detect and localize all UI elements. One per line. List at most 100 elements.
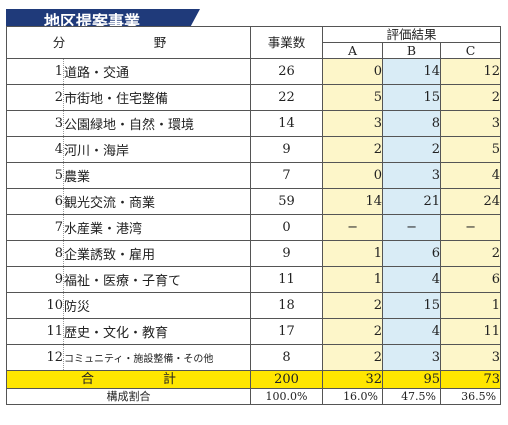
row-count: 0 [250,214,324,241]
row-eval-c: 6 [440,266,502,293]
row-count: 9 [250,136,324,163]
row-eval-b: 4 [382,266,442,293]
row-number: 7 [6,214,64,241]
table-row: 3 公園緑地・自然・環境 14 3 8 3 [6,110,502,137]
row-eval-c: 5 [440,136,502,163]
table-row: 5 農業 7 0 3 4 [6,162,502,189]
row-eval-c: − [440,214,502,241]
row-number: 2 [6,84,64,111]
ratio-count: 100.0% [250,388,324,405]
ratio-eval-b: 47.5% [382,388,442,405]
total-eval-b: 95 [382,370,442,389]
table-row: 9 福祉・医療・子育て 11 1 4 6 [6,266,502,293]
row-eval-a: 1 [322,266,384,293]
row-eval-b: 3 [382,344,442,371]
row-eval-b: − [382,214,442,241]
row-field-name: コミュニティ・施設整備・その他 [62,344,252,371]
row-eval-a: 0 [322,162,384,189]
row-number: 5 [6,162,64,189]
table-row: 2 市街地・住宅整備 22 5 15 2 [6,84,502,111]
table-row: 10 防災 18 2 15 1 [6,292,502,319]
table-row: 8 企業誘致・雇用 9 1 6 2 [6,240,502,267]
row-field-name: 観光交流・商業 [62,188,252,215]
row-number: 10 [6,292,64,319]
row-eval-c: 24 [440,188,502,215]
header-row-top: 分 野 事業数 評価結果 [5,26,502,59]
row-eval-a: 2 [322,292,384,319]
row-eval-b: 15 [382,84,442,111]
row-number: 3 [6,110,64,137]
row-eval-a: 2 [322,344,384,371]
row-eval-a: 1 [322,240,384,267]
row-field-name: 企業誘致・雇用 [62,240,252,267]
row-field-name: 農業 [62,162,252,189]
row-eval-c: 1 [440,292,502,319]
ratio-eval-a: 16.0% [322,388,384,405]
row-number: 12 [6,344,64,371]
table-row: 11 歴史・文化・教育 17 2 4 11 [6,318,502,345]
row-number: 1 [6,58,64,85]
row-eval-a: 14 [322,188,384,215]
row-eval-a: − [322,214,384,241]
row-number: 4 [6,136,64,163]
row-field-name: 道路・交通 [62,58,252,85]
table-row: 4 河川・海岸 9 2 2 5 [6,136,502,163]
total-count: 200 [250,370,324,389]
table-row: 1 道路・交通 26 0 14 12 [6,58,502,85]
row-eval-c: 12 [440,58,502,85]
table-row: 6 観光交流・商業 59 14 21 24 [6,188,502,215]
row-number: 6 [6,188,64,215]
ratio-eval-c: 36.5% [440,388,502,405]
ratio-label: 構成割合 [5,388,252,405]
row-count: 11 [250,266,324,293]
row-count: 7 [250,162,324,189]
row-count: 59 [250,188,324,215]
row-eval-b: 8 [382,110,442,137]
summary-table: 分 野 事業数 評価結果 A B C 1 道路・交通 26 0 14 12 2 … [5,26,502,405]
row-eval-b: 14 [382,58,442,85]
row-eval-b: 6 [382,240,442,267]
row-eval-c: 4 [440,162,502,189]
table-row: 12 コミュニティ・施設整備・その他 8 2 3 3 [6,344,502,371]
row-count: 8 [250,344,324,371]
row-eval-c: 3 [440,110,502,137]
row-count: 14 [250,110,324,137]
row-eval-a: 2 [322,136,384,163]
row-count: 18 [250,292,324,319]
row-number: 8 [6,240,64,267]
row-number: 11 [6,318,64,345]
row-field-name: 福祉・医療・子育て [62,266,252,293]
row-eval-b: 21 [382,188,442,215]
header-evaluation: 評価結果 [322,26,502,43]
row-count: 22 [250,84,324,111]
total-eval-a: 32 [322,370,384,389]
row-eval-c: 2 [440,84,502,111]
row-count: 26 [250,58,324,85]
header-field: 分 野 [5,26,252,59]
row-count: 17 [250,318,324,345]
total-row: 合 計 200 32 95 73 [5,370,502,389]
table-row: 7 水産業・港湾 0 − − − [6,214,502,241]
row-count: 9 [250,240,324,267]
row-eval-a: 3 [322,110,384,137]
header-count: 事業数 [250,26,324,59]
row-eval-b: 2 [382,136,442,163]
total-eval-c: 73 [440,370,502,389]
row-eval-c: 2 [440,240,502,267]
row-eval-c: 3 [440,344,502,371]
row-eval-b: 15 [382,292,442,319]
row-eval-c: 11 [440,318,502,345]
row-field-name: 防災 [62,292,252,319]
header-a: A [322,42,384,59]
total-label: 合 計 [5,370,252,389]
row-eval-a: 2 [322,318,384,345]
row-field-name: 公園緑地・自然・環境 [62,110,252,137]
row-eval-a: 0 [322,58,384,85]
row-field-name: 河川・海岸 [62,136,252,163]
row-eval-b: 3 [382,162,442,189]
row-field-name: 市街地・住宅整備 [62,84,252,111]
header-b: B [382,42,442,59]
row-number: 9 [6,266,64,293]
row-field-name: 歴史・文化・教育 [62,318,252,345]
ratio-row: 構成割合 100.0% 16.0% 47.5% 36.5% [5,388,502,405]
